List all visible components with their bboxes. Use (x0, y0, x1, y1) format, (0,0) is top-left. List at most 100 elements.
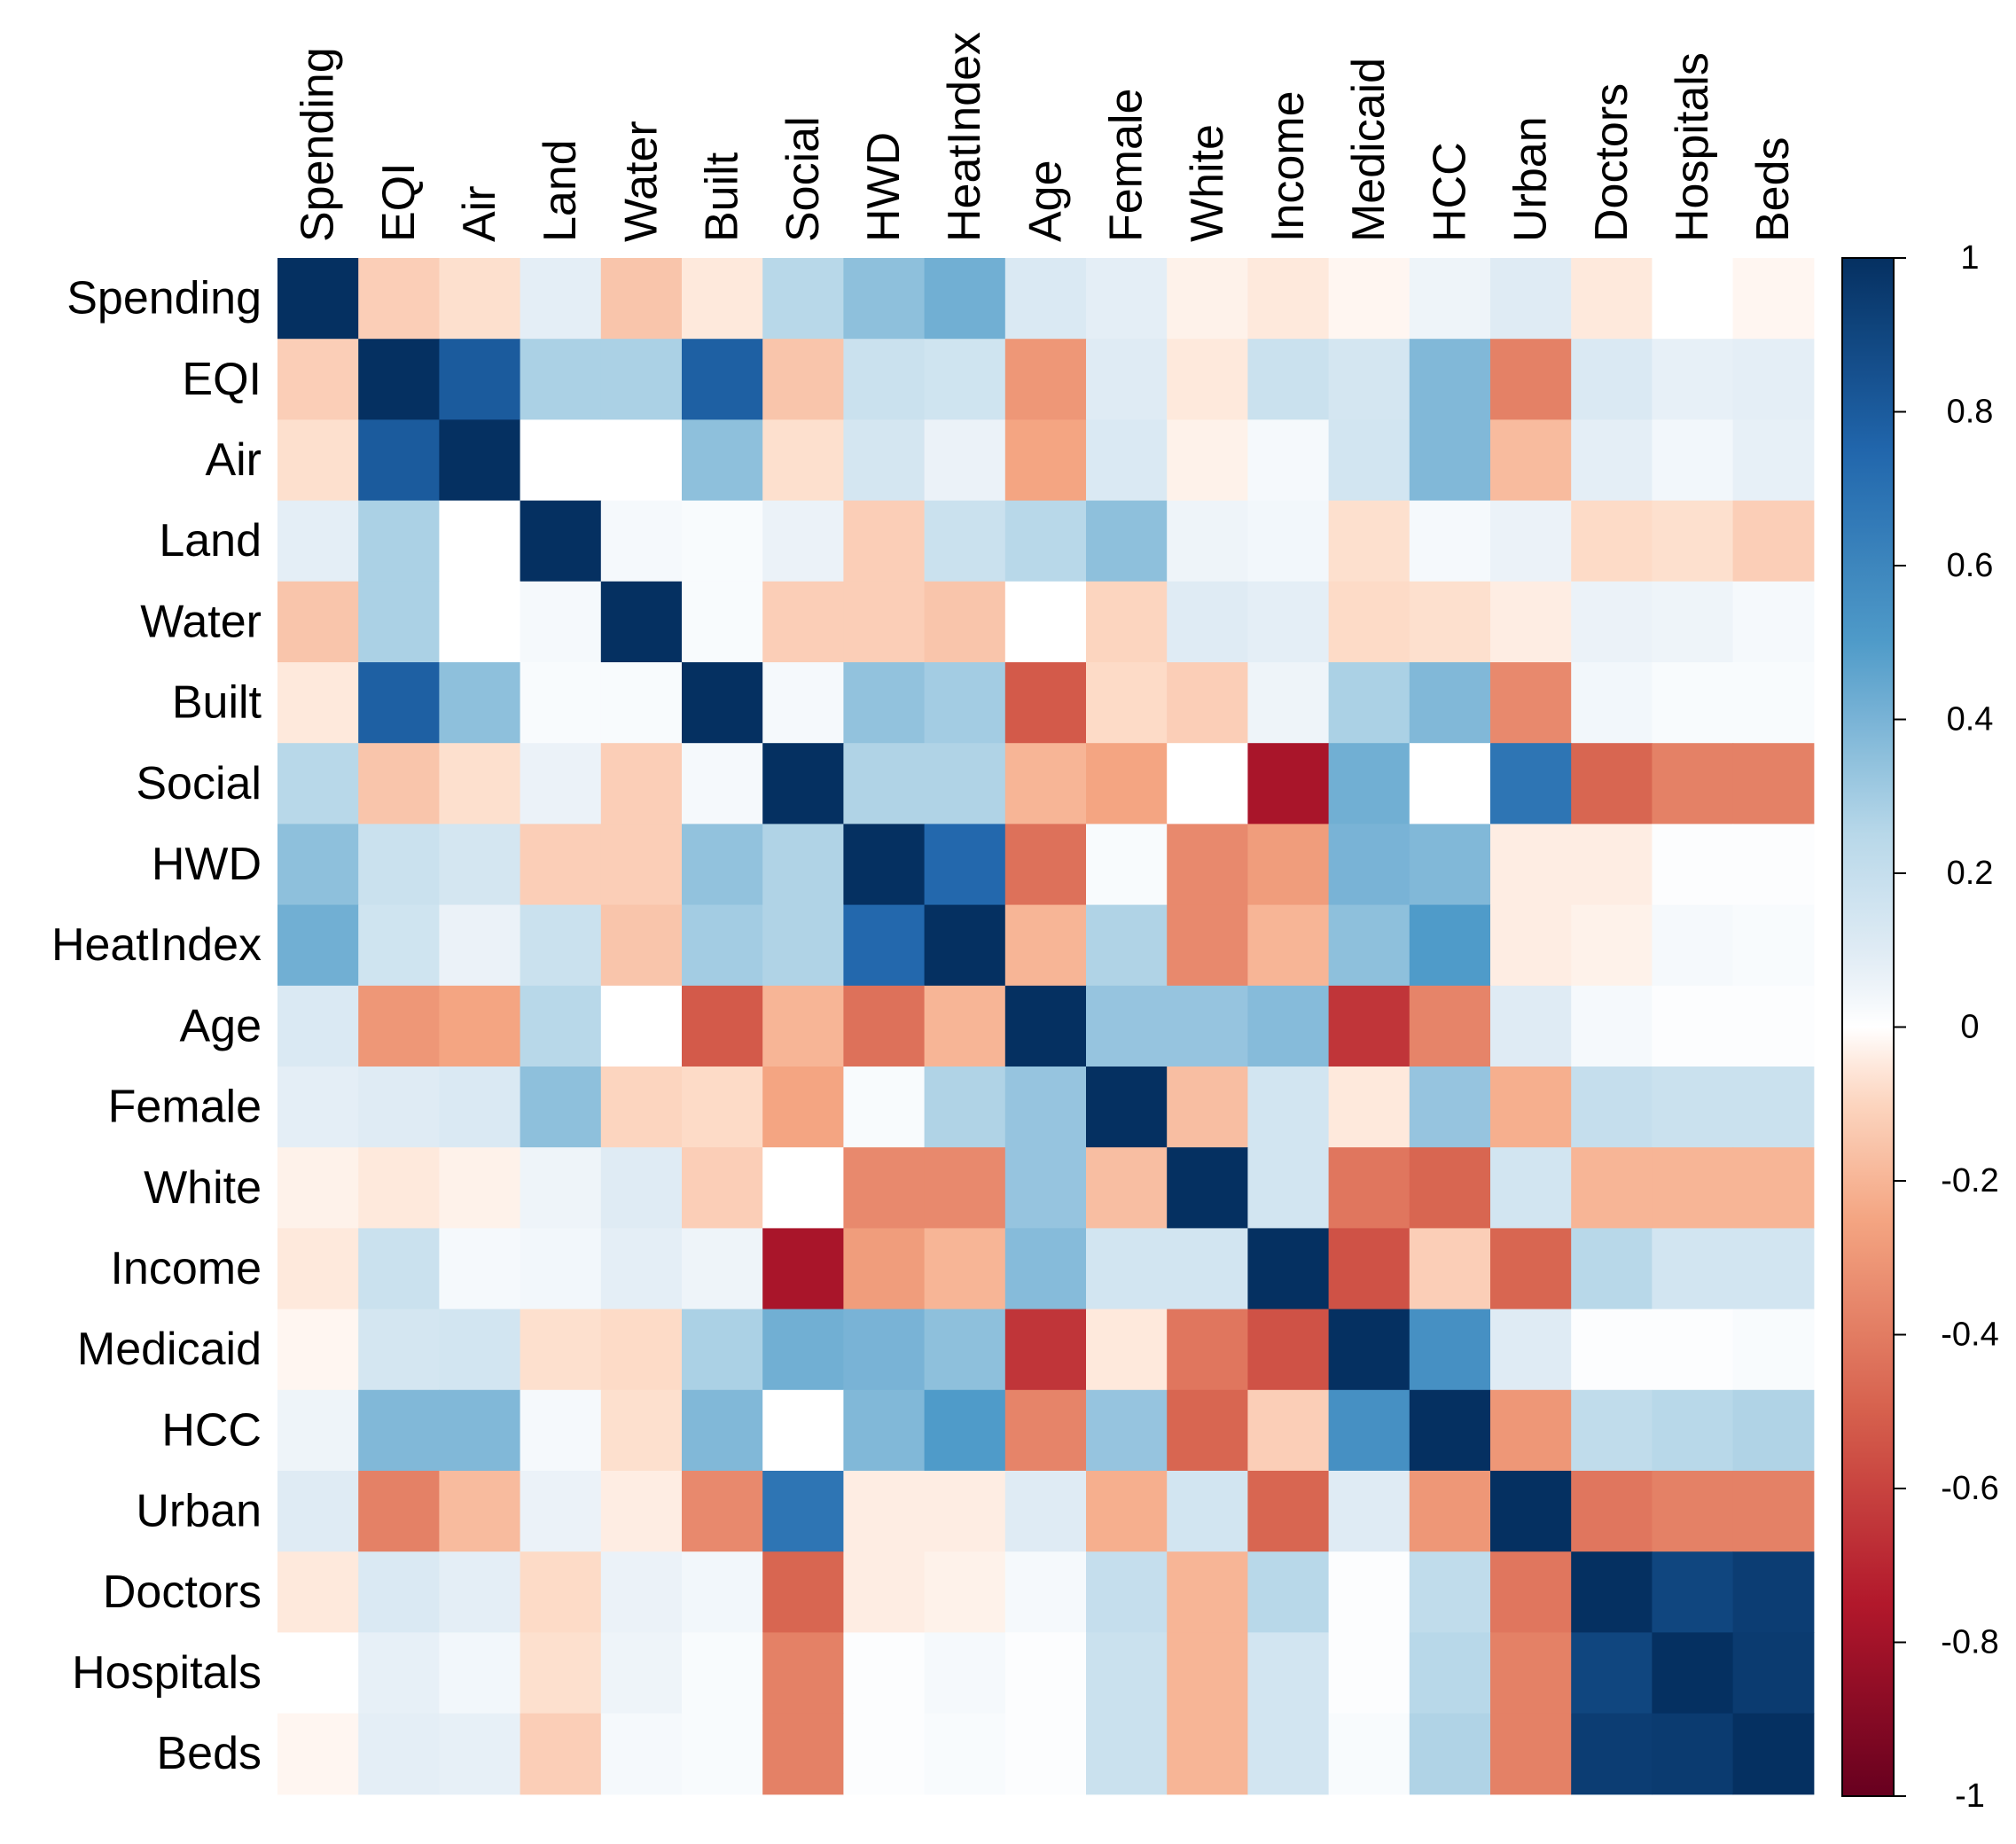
cell-water-medicaid (1328, 581, 1410, 663)
cell-spending-water (600, 258, 683, 340)
cell-doctors-water (600, 1551, 683, 1633)
cell-land-spending (277, 500, 359, 582)
color-legend-label: -0.2 (1941, 1162, 1998, 1199)
cell-white-medicaid (1328, 1147, 1410, 1229)
cell-land-air (439, 500, 521, 582)
cell-built-hospitals (1652, 662, 1734, 744)
column-label-hwd: HWD (858, 132, 910, 242)
cell-medicaid-medicaid (1328, 1309, 1410, 1391)
cell-air-income (1247, 419, 1330, 502)
cell-urban-hospitals (1652, 1471, 1734, 1552)
cell-eqi-social (762, 339, 844, 420)
cell-eqi-air (439, 339, 521, 420)
cell-water-heatindex (924, 581, 1006, 663)
column-label-medicaid: Medicaid (1343, 58, 1395, 242)
cell-hcc-beds (1732, 1389, 1815, 1472)
cell-social-eqi (358, 743, 440, 824)
cell-hcc-heatindex (924, 1389, 1006, 1472)
cell-urban-urban (1490, 1471, 1572, 1552)
cell-female-water (600, 1067, 683, 1148)
cell-age-hospitals (1652, 985, 1734, 1067)
cell-spending-heatindex (924, 258, 1006, 340)
cell-income-income (1247, 1228, 1330, 1310)
cell-age-medicaid (1328, 985, 1410, 1067)
cell-doctors-beds (1732, 1551, 1815, 1633)
cell-female-social (762, 1067, 844, 1148)
cell-white-air (439, 1147, 521, 1229)
color-legend-label: 1 (1960, 239, 1979, 277)
cell-built-female (1086, 662, 1168, 744)
cell-heatindex-eqi (358, 904, 440, 987)
cell-doctors-heatindex (924, 1551, 1006, 1633)
cell-medicaid-hospitals (1652, 1309, 1734, 1391)
cell-beds-hospitals (1652, 1713, 1734, 1795)
cell-water-income (1247, 581, 1330, 663)
cell-water-spending (277, 581, 359, 663)
cell-air-built (682, 419, 763, 502)
cell-spending-white (1167, 258, 1248, 340)
cell-water-water (600, 581, 683, 663)
row-labels: Spending EQI Air Land Water Built Social HWD Hea… (51, 273, 262, 1780)
cell-hwd-social (762, 824, 844, 906)
column-label-land: Land (535, 139, 586, 242)
cell-hospitals-water (600, 1632, 683, 1715)
cell-eqi-spending (277, 339, 359, 420)
cell-urban-doctors (1571, 1471, 1653, 1552)
cell-urban-beds (1732, 1471, 1815, 1552)
cell-hwd-hospitals (1652, 824, 1734, 906)
row-label-urban: Urban (136, 1486, 262, 1537)
cell-built-land (520, 662, 602, 744)
cell-medicaid-spending (277, 1309, 359, 1391)
cell-hcc-hcc (1409, 1389, 1491, 1472)
row-label-heatindex: HeatIndex (51, 919, 262, 971)
cell-hcc-white (1167, 1389, 1248, 1472)
cell-medicaid-land (520, 1309, 602, 1391)
cell-doctors-hcc (1409, 1551, 1491, 1633)
row-label-social: Social (136, 758, 262, 809)
cell-land-white (1167, 500, 1248, 582)
cell-urban-age (1004, 1471, 1087, 1552)
cell-female-white (1167, 1067, 1248, 1148)
cell-age-hwd (843, 985, 926, 1067)
cell-age-spending (277, 985, 359, 1067)
row-label-water: Water (140, 596, 262, 647)
color-legend-label: 0.8 (1947, 394, 1994, 431)
cell-built-income (1247, 662, 1330, 744)
cell-income-urban (1490, 1228, 1572, 1310)
cell-social-doctors (1571, 743, 1653, 824)
cell-white-spending (277, 1147, 359, 1229)
cell-air-land (520, 419, 602, 502)
cell-white-age (1004, 1147, 1087, 1229)
cell-social-built (682, 743, 763, 824)
cell-land-income (1247, 500, 1330, 582)
cell-age-income (1247, 985, 1330, 1067)
cell-eqi-hwd (843, 339, 926, 420)
cell-medicaid-hwd (843, 1309, 926, 1391)
cell-water-doctors (1571, 581, 1653, 663)
cell-hcc-water (600, 1389, 683, 1472)
cell-air-heatindex (924, 419, 1006, 502)
cell-eqi-medicaid (1328, 339, 1410, 420)
cell-female-income (1247, 1067, 1330, 1148)
cell-urban-water (600, 1471, 683, 1552)
cell-hcc-female (1086, 1389, 1168, 1472)
cell-eqi-urban (1490, 339, 1572, 420)
cell-land-built (682, 500, 763, 582)
cell-income-doctors (1571, 1228, 1653, 1310)
cell-medicaid-urban (1490, 1309, 1572, 1391)
cell-urban-income (1247, 1471, 1330, 1552)
cell-social-heatindex (924, 743, 1006, 824)
cell-doctors-land (520, 1551, 602, 1633)
cell-income-age (1004, 1228, 1087, 1310)
cell-doctors-built (682, 1551, 763, 1633)
cell-female-female (1086, 1067, 1168, 1148)
cell-age-heatindex (924, 985, 1006, 1067)
cell-hcc-air (439, 1389, 521, 1472)
column-label-water: Water (615, 121, 667, 242)
cell-medicaid-female (1086, 1309, 1168, 1391)
cell-land-urban (1490, 500, 1572, 582)
cell-female-urban (1490, 1067, 1572, 1148)
cell-income-white (1167, 1228, 1248, 1310)
column-labels: Spending EQI Air Land Water Built Social HWD Hea… (293, 32, 1800, 242)
cell-medicaid-white (1167, 1309, 1248, 1391)
